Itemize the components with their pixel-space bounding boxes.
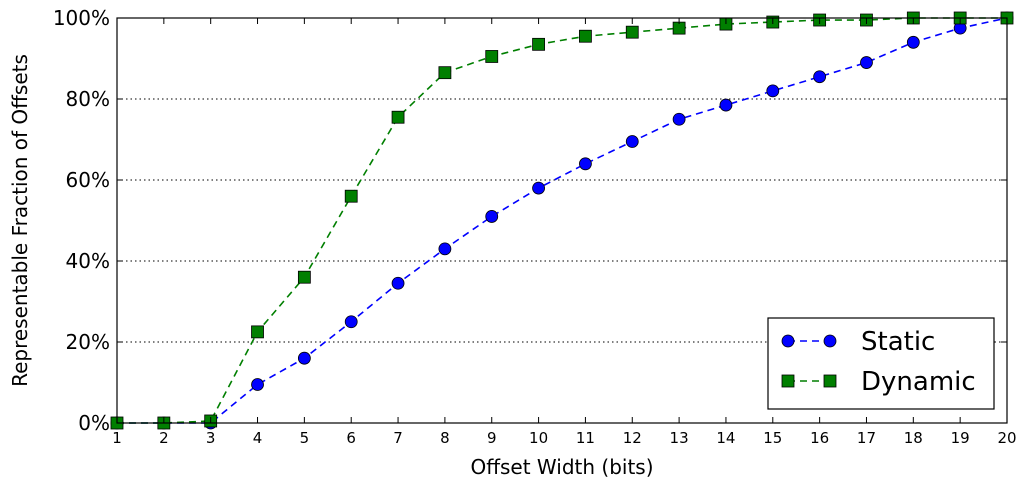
grid-lines <box>117 98 1007 343</box>
x-tick-label: 4 <box>253 429 263 447</box>
data-point-static <box>532 181 545 195</box>
data-point-static <box>672 112 686 126</box>
x-tick-label: 19 <box>951 429 970 447</box>
legend-marker-static <box>781 334 795 348</box>
data-point-dynamic <box>485 50 499 63</box>
y-tick-label: 20% <box>66 330 110 354</box>
data-point-static <box>719 98 733 112</box>
data-point-static <box>625 135 639 148</box>
data-point-dynamic <box>251 325 264 339</box>
x-tick-label: 9 <box>487 429 497 447</box>
legend: Static Dynamic <box>767 317 995 410</box>
series-line-dynamic <box>117 17 1007 424</box>
x-tick-label: 14 <box>716 429 735 447</box>
x-tick-label: 11 <box>576 429 595 447</box>
x-tick-label: 18 <box>904 429 923 447</box>
x-tick-label: 17 <box>857 429 876 447</box>
axis-ticks: 1 2 3 4 5 6 7 8 9 10 11 12 13 14 15 16 17 18 19 200%20%40%6… <box>53 6 1017 447</box>
data-point-dynamic <box>344 189 358 203</box>
x-tick-label: 20 <box>997 429 1016 447</box>
data-point-static <box>485 210 499 223</box>
data-point-dynamic <box>579 29 592 43</box>
x-axis-title: Offset Width (bits) <box>470 455 653 479</box>
y-tick-label: 60% <box>66 168 110 192</box>
x-tick-label: 3 <box>206 429 216 447</box>
y-axis-title: Representable Fraction of Offsets <box>8 54 32 387</box>
data-point-static <box>391 276 405 290</box>
x-tick-label: 16 <box>810 429 829 447</box>
data-point-static <box>906 35 920 49</box>
x-tick-label: 5 <box>300 429 310 447</box>
y-tick-label: 100% <box>53 6 110 30</box>
legend-entry-dynamic: Dynamic <box>781 367 976 397</box>
data-point-dynamic <box>438 66 452 80</box>
y-tick-label: 80% <box>66 87 110 111</box>
legend-marker-dynamic <box>781 374 795 388</box>
plot-frame <box>116 17 1008 424</box>
y-tick-label: 0% <box>78 411 110 435</box>
data-point-static <box>251 378 264 391</box>
x-tick-label: 7 <box>393 429 403 447</box>
data-point-static <box>860 56 873 69</box>
data-point-static <box>344 315 358 329</box>
x-tick-label: 6 <box>346 429 356 447</box>
data-point-static <box>766 84 780 98</box>
x-tick-label: 1 <box>112 429 122 447</box>
legend-label-static: Static <box>861 327 935 357</box>
x-tick-label: 13 <box>670 429 689 447</box>
legend-marker-dynamic <box>823 374 837 388</box>
data-point-static <box>297 351 311 365</box>
x-tick-label: 12 <box>623 429 642 447</box>
data-point-static <box>813 70 827 84</box>
legend-box <box>767 317 995 410</box>
legend-entry-static: Static <box>781 327 935 357</box>
y-tick-label: 40% <box>66 249 110 273</box>
data-point-dynamic <box>625 25 639 39</box>
series-line-static <box>117 17 1008 424</box>
x-tick-label: 10 <box>529 429 548 447</box>
data-point-static <box>579 157 592 171</box>
x-tick-label: 8 <box>440 429 450 447</box>
data-point-static <box>438 242 452 256</box>
x-tick-label: 2 <box>159 429 169 447</box>
data-point-dynamic <box>391 110 405 124</box>
data-point-dynamic <box>297 270 311 284</box>
x-tick-label: 15 <box>763 429 782 447</box>
legend-marker-static <box>823 334 837 348</box>
data-point-dynamic <box>532 37 545 51</box>
legend-label-dynamic: Dynamic <box>861 367 976 397</box>
